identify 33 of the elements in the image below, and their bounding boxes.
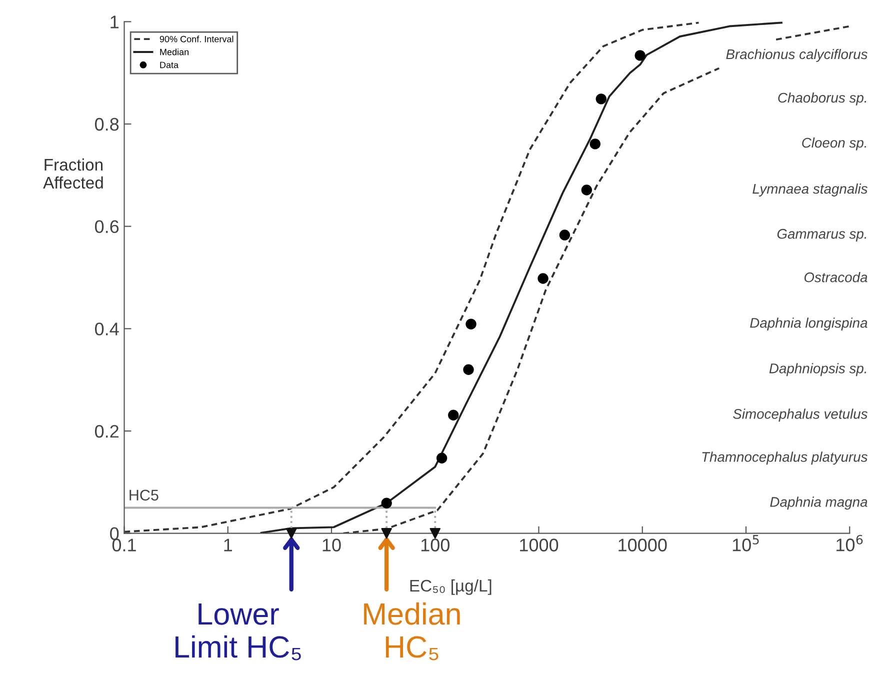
- y-tick-label: 0.4: [94, 322, 119, 336]
- annotation: Cloeon sp.: [802, 137, 866, 150]
- y-tick-label: 0.2: [94, 424, 118, 438]
- y-tick-label: 0.8: [94, 118, 119, 131]
- annotation: Ostracoda: [804, 272, 868, 282]
- annotation: Daphniopsis sp.: [769, 363, 866, 376]
- x-tick-label: 1: [224, 538, 232, 552]
- y-tick-label: 0: [110, 527, 119, 540]
- x-tick-label: 1000: [520, 538, 558, 552]
- annotation: Thamnocephalus platyurus: [702, 452, 868, 465]
- y-tick-label: 0.6: [94, 220, 119, 234]
- annotation: Gammarus sp.: [777, 228, 866, 242]
- annotation: Median HC₅: [364, 602, 460, 660]
- annotation: Simocephalus vetulus: [733, 408, 868, 422]
- x-tick-label: 10$^{5}$: [732, 535, 759, 552]
- annotation: Chaoborus sp.: [778, 92, 866, 106]
- x-tick-label: 10: [322, 538, 341, 552]
- legend-label: 90% Conf. Interval: [160, 36, 234, 42]
- annotation: Daphnia longispina: [750, 318, 868, 331]
- legend-label: Median: [160, 48, 188, 56]
- legend-label: Data: [160, 62, 179, 68]
- x-tick-label: 10$^{6}$: [836, 534, 863, 552]
- annotation: Brachionus calyciflorus: [726, 48, 868, 62]
- y-axis-title: Fraction Affected: [43, 158, 103, 189]
- x-axis-title: EC₅₀ [µg/L]: [410, 579, 492, 595]
- annotation: Lymnaea stagnalis: [752, 184, 868, 196]
- x-tick-label: 100: [421, 538, 450, 552]
- x-tick-label: 10000: [618, 538, 667, 552]
- x-tick-label: 0.1: [112, 538, 136, 552]
- annotation: HC5: [130, 490, 158, 501]
- y-tick-label: 1: [110, 16, 119, 28]
- annotation: Lower Limit HC₅: [176, 604, 301, 660]
- annotation: Daphnia magna: [770, 496, 868, 510]
